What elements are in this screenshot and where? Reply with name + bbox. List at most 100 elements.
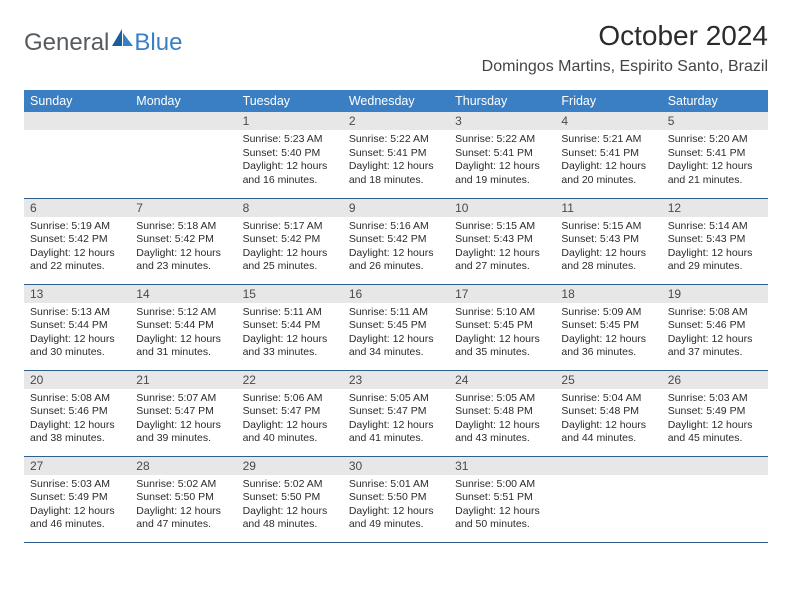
sunrise-line: Sunrise: 5:22 AM (349, 133, 429, 145)
sunrise-line: Sunrise: 5:09 AM (561, 306, 641, 318)
sunrise-line: Sunrise: 5:20 AM (668, 133, 748, 145)
daylight-line: Daylight: 12 hours and 38 minutes. (30, 419, 115, 445)
weekday-header: Monday (130, 90, 236, 112)
day-details: Sunrise: 5:09 AMSunset: 5:45 PMDaylight:… (555, 303, 661, 365)
sunrise-line: Sunrise: 5:05 AM (455, 392, 535, 404)
daylight-line: Daylight: 12 hours and 31 minutes. (136, 333, 221, 359)
day-details: Sunrise: 5:01 AMSunset: 5:50 PMDaylight:… (343, 475, 449, 537)
sunset-line: Sunset: 5:48 PM (455, 405, 533, 417)
sunset-line: Sunset: 5:49 PM (668, 405, 746, 417)
sunrise-line: Sunrise: 5:11 AM (349, 306, 428, 318)
brand-part2: Blue (134, 29, 182, 57)
sunrise-line: Sunrise: 5:08 AM (668, 306, 748, 318)
calendar-week-row: 6Sunrise: 5:19 AMSunset: 5:42 PMDaylight… (24, 198, 768, 284)
calendar-day-cell: 25Sunrise: 5:04 AMSunset: 5:48 PMDayligh… (555, 370, 661, 456)
calendar-table: SundayMondayTuesdayWednesdayThursdayFrid… (24, 90, 768, 543)
day-details: Sunrise: 5:20 AMSunset: 5:41 PMDaylight:… (662, 130, 768, 192)
sunrise-line: Sunrise: 5:03 AM (668, 392, 748, 404)
calendar-day-cell: 22Sunrise: 5:06 AMSunset: 5:47 PMDayligh… (237, 370, 343, 456)
daylight-line: Daylight: 12 hours and 28 minutes. (561, 247, 646, 273)
month-title: October 2024 (482, 20, 768, 52)
sunset-line: Sunset: 5:49 PM (30, 491, 108, 503)
sunset-line: Sunset: 5:43 PM (455, 233, 533, 245)
day-details: Sunrise: 5:14 AMSunset: 5:43 PMDaylight:… (662, 217, 768, 279)
daylight-line: Daylight: 12 hours and 48 minutes. (243, 505, 328, 531)
calendar-week-row: 20Sunrise: 5:08 AMSunset: 5:46 PMDayligh… (24, 370, 768, 456)
daylight-line: Daylight: 12 hours and 35 minutes. (455, 333, 540, 359)
sunset-line: Sunset: 5:43 PM (668, 233, 746, 245)
sunset-line: Sunset: 5:50 PM (136, 491, 214, 503)
day-number: 23 (343, 371, 449, 389)
calendar-day-cell: 12Sunrise: 5:14 AMSunset: 5:43 PMDayligh… (662, 198, 768, 284)
calendar-day-cell: 14Sunrise: 5:12 AMSunset: 5:44 PMDayligh… (130, 284, 236, 370)
day-details: Sunrise: 5:02 AMSunset: 5:50 PMDaylight:… (130, 475, 236, 537)
day-number: 27 (24, 457, 130, 475)
weekday-header: Saturday (662, 90, 768, 112)
day-details: Sunrise: 5:10 AMSunset: 5:45 PMDaylight:… (449, 303, 555, 365)
day-number: 21 (130, 371, 236, 389)
weekday-header: Friday (555, 90, 661, 112)
daylight-line: Daylight: 12 hours and 41 minutes. (349, 419, 434, 445)
daylight-line: Daylight: 12 hours and 16 minutes. (243, 160, 328, 186)
day-number: 4 (555, 112, 661, 130)
daylight-line: Daylight: 12 hours and 18 minutes. (349, 160, 434, 186)
day-details: Sunrise: 5:11 AMSunset: 5:44 PMDaylight:… (237, 303, 343, 365)
calendar-day-cell: 6Sunrise: 5:19 AMSunset: 5:42 PMDaylight… (24, 198, 130, 284)
calendar-day-cell: 30Sunrise: 5:01 AMSunset: 5:50 PMDayligh… (343, 456, 449, 542)
day-details: Sunrise: 5:08 AMSunset: 5:46 PMDaylight:… (662, 303, 768, 365)
sunset-line: Sunset: 5:47 PM (136, 405, 214, 417)
daylight-line: Daylight: 12 hours and 20 minutes. (561, 160, 646, 186)
calendar-day-cell: 27Sunrise: 5:03 AMSunset: 5:49 PMDayligh… (24, 456, 130, 542)
calendar-day-cell: 7Sunrise: 5:18 AMSunset: 5:42 PMDaylight… (130, 198, 236, 284)
day-number-empty (24, 112, 130, 130)
calendar-day-cell: 3Sunrise: 5:22 AMSunset: 5:41 PMDaylight… (449, 112, 555, 198)
sunrise-line: Sunrise: 5:15 AM (561, 220, 641, 232)
calendar-day-cell: 18Sunrise: 5:09 AMSunset: 5:45 PMDayligh… (555, 284, 661, 370)
weekday-header: Sunday (24, 90, 130, 112)
day-number: 9 (343, 199, 449, 217)
day-details: Sunrise: 5:08 AMSunset: 5:46 PMDaylight:… (24, 389, 130, 451)
weekday-header: Thursday (449, 90, 555, 112)
calendar-day-cell: 21Sunrise: 5:07 AMSunset: 5:47 PMDayligh… (130, 370, 236, 456)
sunrise-line: Sunrise: 5:23 AM (243, 133, 323, 145)
day-number: 8 (237, 199, 343, 217)
sunrise-line: Sunrise: 5:21 AM (561, 133, 641, 145)
sunset-line: Sunset: 5:50 PM (243, 491, 321, 503)
daylight-line: Daylight: 12 hours and 22 minutes. (30, 247, 115, 273)
day-details: Sunrise: 5:12 AMSunset: 5:44 PMDaylight:… (130, 303, 236, 365)
sunrise-line: Sunrise: 5:14 AM (668, 220, 748, 232)
day-number: 11 (555, 199, 661, 217)
sunset-line: Sunset: 5:41 PM (455, 147, 533, 159)
sunset-line: Sunset: 5:40 PM (243, 147, 321, 159)
daylight-line: Daylight: 12 hours and 19 minutes. (455, 160, 540, 186)
sunset-line: Sunset: 5:44 PM (30, 319, 108, 331)
calendar-day-cell: 20Sunrise: 5:08 AMSunset: 5:46 PMDayligh… (24, 370, 130, 456)
day-number: 5 (662, 112, 768, 130)
daylight-line: Daylight: 12 hours and 45 minutes. (668, 419, 753, 445)
day-details: Sunrise: 5:19 AMSunset: 5:42 PMDaylight:… (24, 217, 130, 279)
day-number: 15 (237, 285, 343, 303)
sunset-line: Sunset: 5:42 PM (30, 233, 108, 245)
calendar-page: General Blue October 2024 Domingos Marti… (0, 0, 792, 563)
sunrise-line: Sunrise: 5:02 AM (243, 478, 323, 490)
calendar-week-row: 27Sunrise: 5:03 AMSunset: 5:49 PMDayligh… (24, 456, 768, 542)
sunrise-line: Sunrise: 5:18 AM (136, 220, 216, 232)
day-details: Sunrise: 5:03 AMSunset: 5:49 PMDaylight:… (24, 475, 130, 537)
sunrise-line: Sunrise: 5:13 AM (30, 306, 110, 318)
calendar-day-cell: 28Sunrise: 5:02 AMSunset: 5:50 PMDayligh… (130, 456, 236, 542)
day-number: 25 (555, 371, 661, 389)
day-number: 24 (449, 371, 555, 389)
daylight-line: Daylight: 12 hours and 37 minutes. (668, 333, 753, 359)
day-details: Sunrise: 5:22 AMSunset: 5:41 PMDaylight:… (449, 130, 555, 192)
calendar-day-cell: 15Sunrise: 5:11 AMSunset: 5:44 PMDayligh… (237, 284, 343, 370)
calendar-day-cell: 31Sunrise: 5:00 AMSunset: 5:51 PMDayligh… (449, 456, 555, 542)
weekday-header: Tuesday (237, 90, 343, 112)
sail-icon (112, 26, 134, 54)
day-details: Sunrise: 5:03 AMSunset: 5:49 PM Daylight:… (662, 389, 768, 451)
day-details: Sunrise: 5:07 AMSunset: 5:47 PMDaylight:… (130, 389, 236, 451)
day-number: 28 (130, 457, 236, 475)
day-number: 14 (130, 285, 236, 303)
sunrise-line: Sunrise: 5:16 AM (349, 220, 429, 232)
calendar-day-cell: 23Sunrise: 5:05 AMSunset: 5:47 PMDayligh… (343, 370, 449, 456)
daylight-line: Daylight: 12 hours and 49 minutes. (349, 505, 434, 531)
